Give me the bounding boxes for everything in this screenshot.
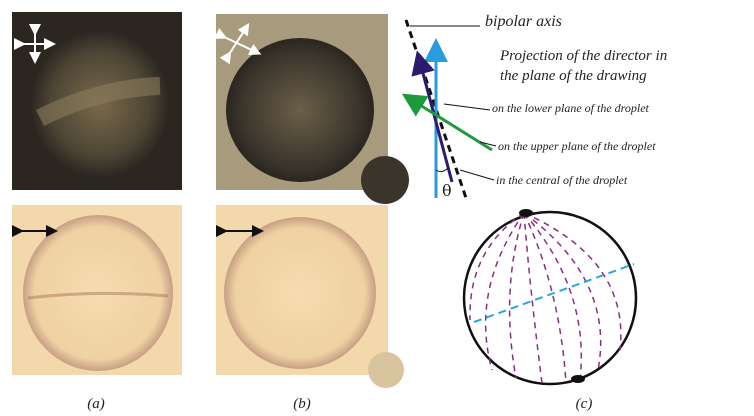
upper-plane-label: on the upper plane of the droplet bbox=[498, 139, 656, 153]
photos bbox=[12, 12, 409, 388]
panel-label: (a) bbox=[87, 396, 105, 412]
director-diagram bbox=[406, 20, 496, 198]
figure: bipolar axis Projection of the director … bbox=[0, 0, 754, 416]
central-label: in the central of the droplet bbox=[496, 173, 628, 187]
panel-label: (b) bbox=[293, 396, 311, 412]
bipolar-axis-label: bipolar axis bbox=[485, 13, 562, 30]
projection-label: Projection of the director in bbox=[499, 48, 667, 64]
angle-label: θ bbox=[442, 181, 452, 200]
panel-label: (c) bbox=[576, 396, 593, 412]
droplet-schematic bbox=[464, 209, 636, 384]
lower-plane-label: on the lower plane of the droplet bbox=[492, 101, 650, 115]
projection-label: the plane of the drawing bbox=[500, 68, 647, 84]
